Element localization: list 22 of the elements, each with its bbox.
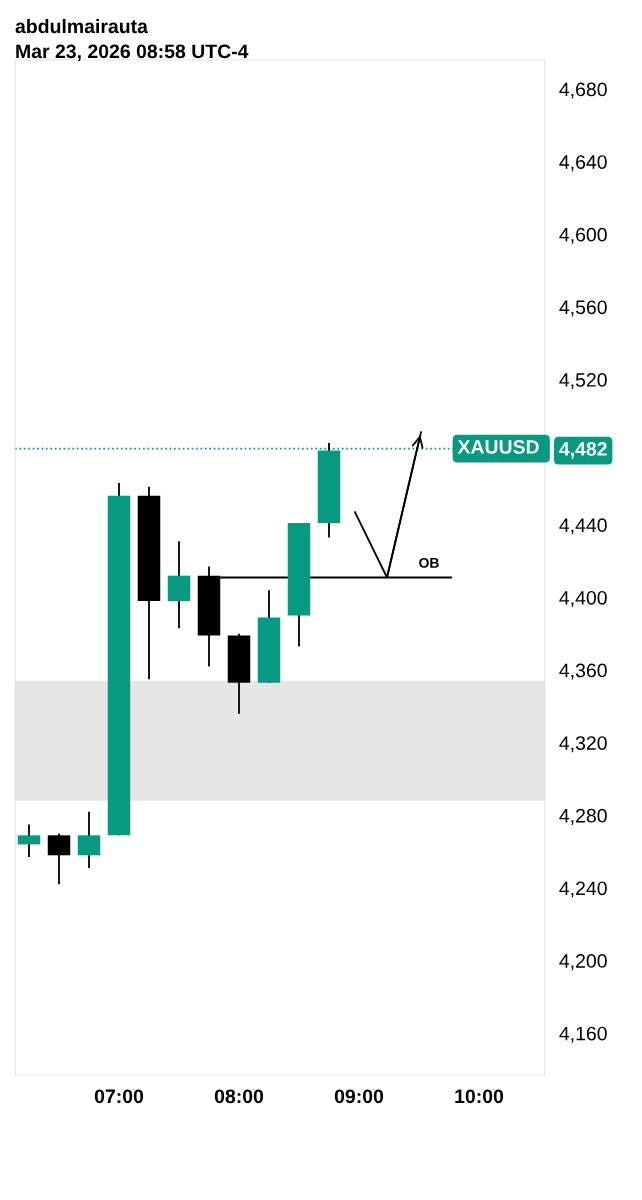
y-tick-label: 4,440 xyxy=(559,518,607,535)
x-tick-label: 08:00 xyxy=(214,1089,264,1104)
x-tick-label: 09:00 xyxy=(334,1089,384,1104)
y-tick-label: 4,360 xyxy=(559,663,607,680)
chart-subtitle: Mar 23, 2026 08:58 UTC-4 xyxy=(16,44,249,62)
y-tick-label: 4,640 xyxy=(559,155,607,172)
y-tick-label: 4,280 xyxy=(559,808,607,825)
chart-title: abdulmairauta xyxy=(15,18,149,34)
y-tick-label: 4,560 xyxy=(559,300,607,317)
ref-line-label: XAUUSD xyxy=(457,440,539,454)
y-tick-label: 4,680 xyxy=(559,82,607,99)
x-tick-label: 07:00 xyxy=(94,1089,144,1104)
y-tick-label: 4,320 xyxy=(559,736,607,753)
y-tick-label: 4,240 xyxy=(559,881,607,898)
y-tick-label: 4,200 xyxy=(559,954,607,971)
x-tick-label: 10:00 xyxy=(455,1089,504,1104)
y-tick-label: 4,160 xyxy=(559,1026,607,1043)
y-tick-label: 4,520 xyxy=(559,373,607,390)
y-tick-label: 4,482 xyxy=(559,442,607,459)
annotation: OB xyxy=(419,557,439,568)
y-tick-label: 4,400 xyxy=(559,590,607,607)
y-tick-label: 4,600 xyxy=(559,227,607,244)
